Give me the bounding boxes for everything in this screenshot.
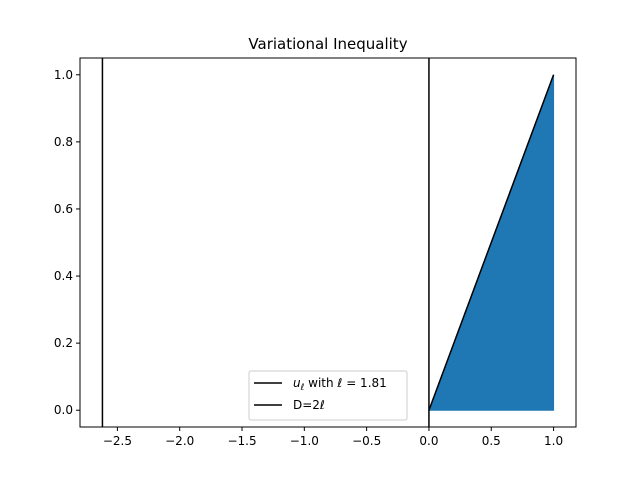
plot-area (101, 58, 555, 427)
axes-frame (79, 57, 577, 428)
y-axis: 0.0 0.2 0.4 0.6 0.8 1.0 (54, 68, 80, 417)
y-tick-label: 0.4 (54, 269, 73, 283)
y-tick-label: 0.8 (54, 135, 73, 149)
x-tick-label: −2.0 (165, 434, 194, 448)
x-tick-label: −2.5 (103, 434, 132, 448)
y-tick-label: 0.2 (54, 336, 73, 350)
y-tick-label: 0.0 (54, 403, 73, 417)
y-tick-label: 1.0 (54, 68, 73, 82)
legend-box (248, 370, 408, 421)
series-line-u (428, 74, 555, 411)
legend-label-u: uℓ with ℓ = 1.81 (293, 376, 387, 393)
x-tick-label: 1.0 (544, 434, 563, 448)
x-tick-label: 0.5 (482, 434, 501, 448)
legend-label-d: D=2ℓ (293, 398, 325, 412)
legend: uℓ with ℓ = 1.81 D=2ℓ (248, 370, 408, 421)
x-axis: −2.5 −2.0 −1.5 −1.0 −0.5 0.0 0.5 1.0 (103, 427, 563, 448)
x-tick-label: 0.0 (419, 434, 438, 448)
x-tick-label: −1.0 (290, 434, 319, 448)
x-tick-label: −1.5 (227, 434, 256, 448)
y-tick-label: 0.6 (54, 202, 73, 216)
chart-title: Variational Inequality (248, 35, 407, 53)
x-tick-label: −0.5 (352, 434, 381, 448)
